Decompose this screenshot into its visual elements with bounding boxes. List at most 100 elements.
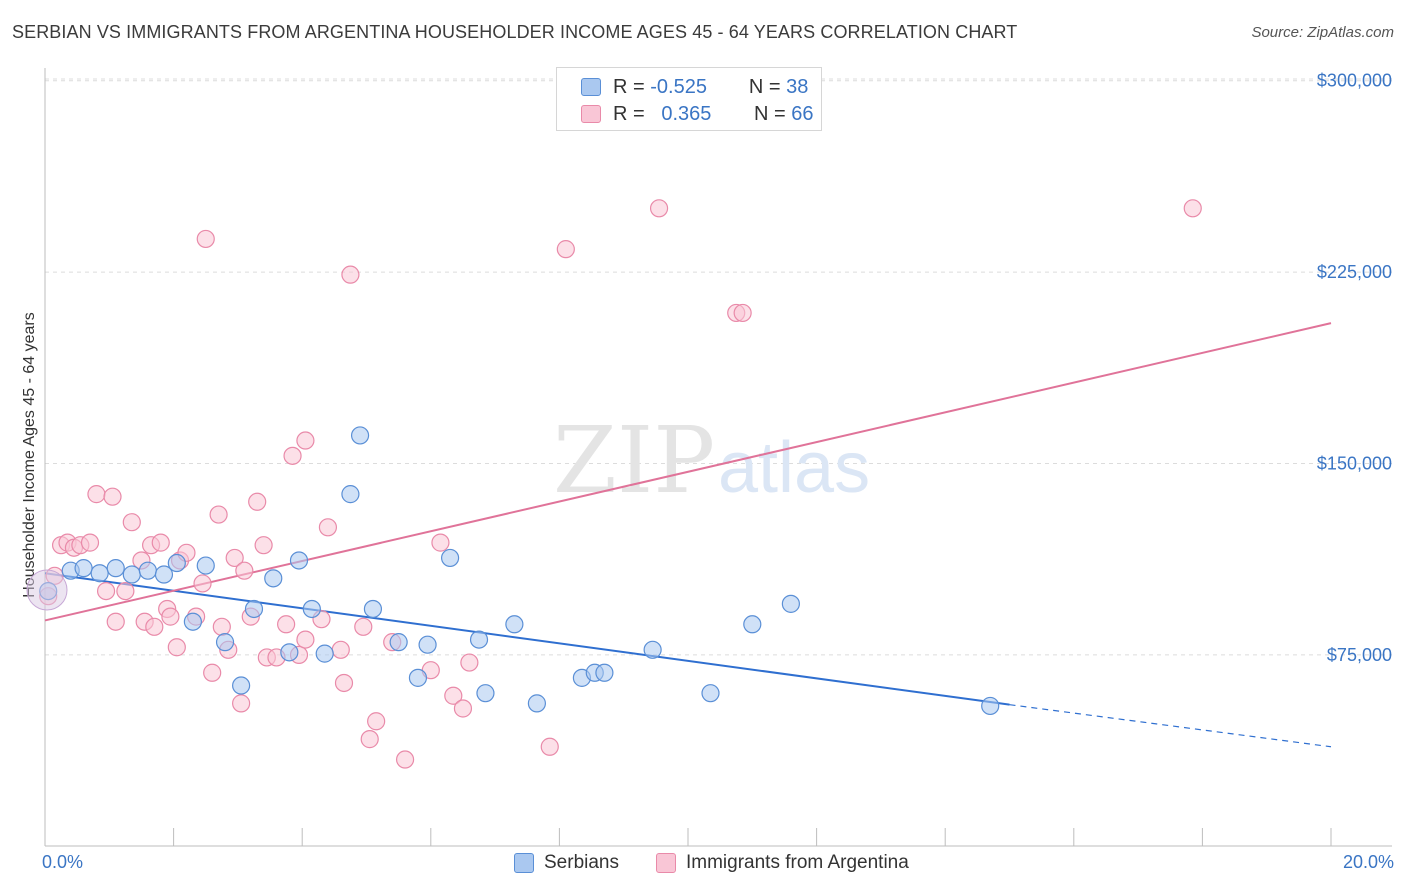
watermark: ZIP atlas <box>553 407 870 514</box>
legend-n-value: 66 <box>791 102 814 125</box>
point-argentina <box>649 199 669 218</box>
point-serbians <box>154 565 174 584</box>
point-argentina <box>116 581 135 601</box>
point-serbians <box>595 663 614 682</box>
x-axis-min-label: 0.0% <box>42 852 84 872</box>
point-argentina <box>431 533 450 552</box>
point-argentina <box>733 303 752 323</box>
axes <box>44 68 1392 847</box>
point-serbians <box>122 565 141 584</box>
point-argentina <box>212 617 231 636</box>
legend-r-value: 0.365 <box>661 102 712 125</box>
point-serbians <box>138 561 157 580</box>
legend-n-label: N = <box>748 75 781 98</box>
point-argentina <box>161 607 180 626</box>
point-argentina <box>341 265 360 284</box>
point-argentina <box>460 653 479 672</box>
legend-item-argentina: Immigrants from Argentina <box>656 852 909 874</box>
legend-swatch-argentina <box>656 853 676 873</box>
y-axis-title: Householder Income Ages 45 - 64 years <box>21 312 38 598</box>
point-argentina <box>367 712 386 731</box>
y-tick-labels: $75,000 $150,000 $225,000 $300,000 <box>1317 71 1392 665</box>
watermark-atlas: atlas <box>718 428 870 508</box>
y-tick-label: $150,000 <box>1317 454 1392 474</box>
point-serbians <box>280 643 299 662</box>
point-serbians <box>418 635 437 654</box>
point-serbians <box>183 612 202 631</box>
point-argentina <box>232 694 251 713</box>
point-argentina <box>209 505 228 524</box>
point-argentina <box>225 548 244 568</box>
point-argentina <box>193 574 212 593</box>
point-serbians <box>350 426 370 445</box>
point-argentina <box>556 240 575 259</box>
point-serbians <box>289 551 309 570</box>
point-argentina <box>167 638 186 657</box>
legend-row-serbians: R = -0.525 N = 38 <box>581 76 808 98</box>
legend-n-label: N = <box>754 102 786 125</box>
point-argentina <box>331 640 350 659</box>
point-argentina <box>122 513 141 532</box>
point-argentina <box>1183 199 1202 218</box>
legend-label-argentina: Immigrants from Argentina <box>686 852 909 873</box>
trend-line-argentina <box>44 322 1332 622</box>
legend-swatch-argentina <box>581 105 601 123</box>
point-argentina <box>203 663 222 682</box>
point-serbians <box>302 599 321 619</box>
point-serbians <box>781 594 800 613</box>
point-argentina <box>296 630 315 649</box>
legend-swatch-serbians <box>581 78 601 96</box>
series-legend: Serbians Immigrants from Argentina <box>0 852 1406 878</box>
legend-r-value: -0.525 <box>650 75 707 98</box>
point-argentina <box>444 686 463 705</box>
point-serbians <box>196 556 215 575</box>
point-argentina <box>145 617 164 636</box>
y-tick-label: $75,000 <box>1327 645 1392 665</box>
source-credit: Source: ZipAtlas.com <box>1251 24 1394 41</box>
point-cluster <box>26 569 68 611</box>
point-serbians <box>701 684 720 703</box>
point-serbians <box>981 696 1000 716</box>
point-serbians <box>408 668 428 687</box>
legend-n-value: 38 <box>786 75 809 98</box>
point-argentina <box>318 518 338 537</box>
point-argentina <box>283 446 302 465</box>
x-axis-max-label: 20.0% <box>1342 852 1394 872</box>
point-argentina <box>360 730 379 749</box>
point-argentina <box>103 487 122 506</box>
point-serbians <box>440 548 460 568</box>
stats-legend: R = -0.525 N = 38 R = 0.365 N = 66 <box>556 67 822 131</box>
point-argentina <box>254 536 273 555</box>
legend-r-label: R = <box>613 102 645 125</box>
point-argentina <box>354 617 373 636</box>
point-serbians <box>90 564 109 583</box>
point-serbians <box>341 485 360 504</box>
point-serbians <box>743 615 762 634</box>
point-argentina <box>87 485 106 504</box>
point-argentina <box>235 561 254 580</box>
point-argentina <box>80 533 100 552</box>
trend-line-serbians <box>44 572 1010 706</box>
legend-row-argentina: R = 0.365 N = 66 <box>581 103 814 125</box>
point-serbians <box>167 553 186 573</box>
point-serbians <box>505 615 524 634</box>
point-argentina <box>248 492 267 511</box>
point-serbians <box>232 676 251 695</box>
point-argentina <box>106 612 125 631</box>
data-points <box>26 199 1202 769</box>
point-serbians <box>244 599 264 619</box>
legend-item-serbians: Serbians <box>514 852 619 874</box>
point-argentina <box>96 581 116 601</box>
legend-r-label: R = <box>613 75 645 98</box>
point-serbians <box>264 569 283 588</box>
legend-label-serbians: Serbians <box>544 852 619 873</box>
trend-lines <box>44 322 1332 748</box>
point-serbians <box>476 684 495 703</box>
point-serbians <box>389 633 408 652</box>
point-argentina <box>334 673 354 693</box>
point-argentina <box>296 431 315 450</box>
point-argentina <box>277 615 296 634</box>
point-argentina <box>395 750 415 769</box>
point-serbians <box>74 559 93 578</box>
